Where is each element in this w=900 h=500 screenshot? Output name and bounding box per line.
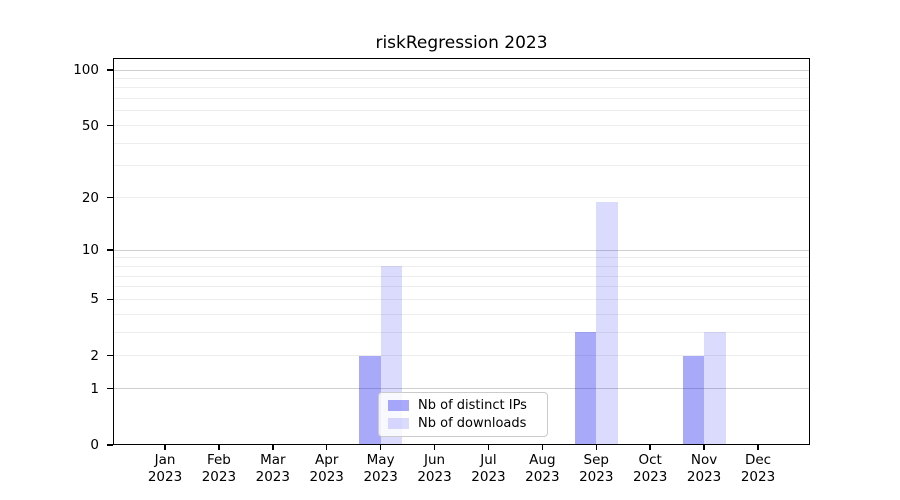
x-tick-month: Dec: [744, 452, 772, 468]
x-tick-month: Jan: [154, 452, 176, 468]
x-tick-mark: [703, 445, 705, 450]
legend-label-distinct-ips: Nb of distinct IPs: [418, 398, 527, 414]
x-tick-mark: [595, 445, 598, 450]
x-tick-mark: [541, 445, 544, 450]
x-tick-mark: [757, 445, 759, 450]
legend-label-downloads: Nb of downloads: [418, 415, 527, 431]
x-tick-year: 2023: [255, 468, 290, 485]
gridline-minor: [113, 286, 810, 288]
y-tick-label: 100: [73, 62, 99, 78]
x-tick-month: Jul: [480, 452, 497, 468]
y-tick-label: 10: [81, 242, 99, 259]
x-tick-label-nov: Nov 2023: [677, 452, 731, 485]
x-tick-month: Aug: [529, 452, 556, 468]
gridline-major: [113, 249, 810, 251]
bar-nb-of-distinct-ips-nov: [682, 355, 705, 445]
x-tick-label-jun: Jun 2023: [408, 452, 462, 485]
y-tick-label: 50: [81, 117, 99, 134]
x-tick-year: 2023: [309, 468, 344, 485]
x-tick-year: 2023: [363, 468, 398, 485]
x-tick-month: Mar: [260, 452, 286, 468]
gridline-minor: [113, 298, 810, 300]
gridline-minor: [113, 265, 810, 267]
x-tick-year: 2023: [525, 468, 560, 485]
chart-title: riskRegression 2023: [375, 33, 548, 53]
gridline-minor: [113, 110, 810, 112]
x-tick-label-mar: Mar 2023: [246, 452, 300, 485]
x-tick-label-jul: Jul 2023: [461, 452, 515, 485]
x-tick-year: 2023: [686, 468, 722, 485]
gridline-major: [113, 388, 810, 390]
y-tick-label: 1: [90, 380, 99, 397]
x-tick-label-feb: Feb 2023: [192, 452, 246, 485]
y-tick-label: 0: [90, 437, 99, 453]
x-tick-label-dec: Dec 2023: [731, 452, 785, 485]
x-tick-month: Sep: [583, 452, 609, 468]
gridline-minor: [113, 98, 810, 100]
bar-nb-of-distinct-ips-sep: [574, 332, 597, 445]
x-tick-mark: [164, 445, 166, 450]
x-tick-month: Oct: [638, 452, 662, 468]
bar-nb-of-downloads-nov: [704, 332, 726, 445]
x-tick-month: May: [366, 452, 395, 468]
legend-item-downloads: Nb of downloads: [388, 416, 538, 431]
gridline-minor: [113, 275, 810, 277]
x-tick-label-may: May 2023: [354, 452, 408, 485]
gridline-minor: [113, 257, 810, 259]
y-tick-label: 5: [90, 291, 99, 308]
x-tick-mark: [487, 445, 490, 450]
x-tick-mark: [649, 445, 651, 450]
x-tick-mark: [433, 445, 436, 450]
bar-nb-of-downloads-sep: [596, 201, 618, 445]
legend: Nb of distinct IPs Nb of downloads: [378, 392, 548, 437]
gridline-minor: [113, 313, 810, 315]
x-tick-mark: [272, 445, 274, 450]
gridline-minor: [113, 77, 810, 79]
legend-item-distinct-ips: Nb of distinct IPs: [388, 398, 538, 413]
x-tick-month: Feb: [206, 452, 231, 468]
gridline-minor: [113, 87, 810, 89]
gridline-major: [113, 69, 810, 71]
x-tick-year: 2023: [740, 468, 776, 485]
gridline-minor: [113, 355, 810, 357]
x-tick-year: 2023: [417, 468, 452, 485]
x-tick-label-apr: Apr 2023: [300, 452, 354, 485]
x-tick-month: Jun: [423, 452, 446, 468]
legend-swatch-distinct-ips: [388, 400, 409, 412]
x-tick-mark: [218, 445, 220, 450]
x-tick-month: Nov: [690, 452, 718, 468]
x-tick-year: 2023: [632, 468, 668, 485]
x-tick-mark: [325, 445, 328, 450]
gridline-minor: [113, 165, 810, 167]
x-tick-year: 2023: [471, 468, 506, 485]
x-tick-year: 2023: [201, 468, 237, 485]
x-tick-label-sep: Sep 2023: [569, 452, 623, 485]
legend-swatch-downloads: [388, 417, 409, 429]
gridline-minor: [113, 142, 810, 144]
gridline-minor: [113, 197, 810, 199]
x-tick-month: Apr: [315, 452, 339, 468]
x-tick-label-jan: Jan 2023: [138, 452, 192, 485]
x-tick-year: 2023: [579, 468, 614, 485]
plot-area: [113, 58, 810, 445]
bar-nb-of-distinct-ips-may: [359, 355, 381, 445]
y-tick-label: 2: [90, 347, 99, 364]
x-tick-year: 2023: [147, 468, 183, 485]
y-tick-label: 20: [81, 189, 99, 206]
gridline-minor: [113, 331, 810, 333]
x-tick-label-oct: Oct 2023: [623, 452, 677, 485]
gridline-minor: [113, 125, 810, 127]
x-tick-label-aug: Aug 2023: [515, 452, 569, 485]
x-tick-mark: [379, 445, 382, 450]
